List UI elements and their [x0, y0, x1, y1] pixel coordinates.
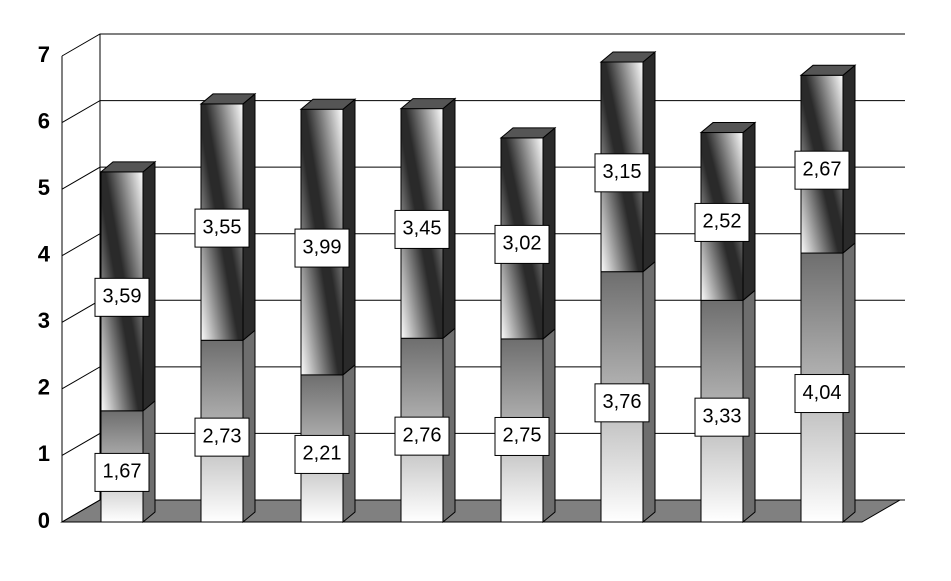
value-label-box	[394, 209, 450, 249]
value-label: 1,67	[103, 461, 142, 483]
bar-top	[99, 161, 157, 173]
bar-top	[499, 127, 557, 139]
value-label: 3,33	[703, 405, 742, 427]
value-label: 3,45	[403, 218, 442, 240]
bar-top	[399, 98, 457, 110]
grid-line	[61, 100, 905, 124]
value-label-box	[294, 228, 350, 268]
value-label-box	[594, 383, 650, 423]
y-tick-label: 5	[38, 175, 50, 200]
value-label: 3,76	[603, 391, 642, 413]
value-label: 3,99	[303, 236, 342, 258]
bar-top	[599, 51, 657, 63]
bar-top	[299, 98, 357, 110]
value-label-box	[194, 417, 250, 457]
value-label-box	[494, 224, 550, 264]
grid-line	[61, 233, 905, 257]
value-label: 2,52	[703, 211, 742, 233]
y-tick-label: 1	[38, 441, 50, 466]
value-label: 2,73	[203, 425, 242, 447]
value-label: 2,21	[303, 443, 342, 465]
y-tick-label: 0	[38, 508, 50, 533]
value-label: 3,59	[103, 286, 142, 308]
grid-line	[61, 366, 905, 390]
value-label-box	[794, 374, 850, 414]
value-label: 2,76	[403, 424, 442, 446]
floor	[60, 499, 902, 523]
value-label: 3,55	[203, 216, 242, 238]
value-label: 4,04	[803, 382, 842, 404]
y-tick-label: 3	[38, 308, 50, 333]
value-label-box	[494, 416, 550, 456]
value-label-box	[594, 153, 650, 193]
y-tick-label: 7	[38, 42, 50, 67]
value-label: 2,67	[803, 158, 842, 180]
bar-top	[799, 64, 857, 76]
value-label-box	[394, 416, 450, 456]
y-tick-label: 4	[38, 242, 51, 267]
value-label-box	[194, 208, 250, 248]
value-label: 3,02	[503, 233, 542, 255]
value-label-box	[94, 452, 150, 492]
value-label-box	[694, 202, 750, 242]
value-label: 2,75	[503, 425, 542, 447]
y-tick-label: 2	[38, 375, 50, 400]
grid-line	[61, 432, 905, 456]
value-label-box	[694, 397, 750, 437]
grid-line	[61, 166, 905, 190]
value-label: 3,15	[603, 161, 642, 183]
bar-top	[699, 122, 757, 134]
grid-line	[61, 33, 905, 57]
bar-top	[199, 93, 257, 105]
value-label-box	[794, 150, 850, 190]
value-label-box	[94, 277, 150, 317]
grid-line	[61, 299, 905, 323]
value-label-box	[294, 434, 350, 474]
y-tick-label: 6	[38, 108, 50, 133]
